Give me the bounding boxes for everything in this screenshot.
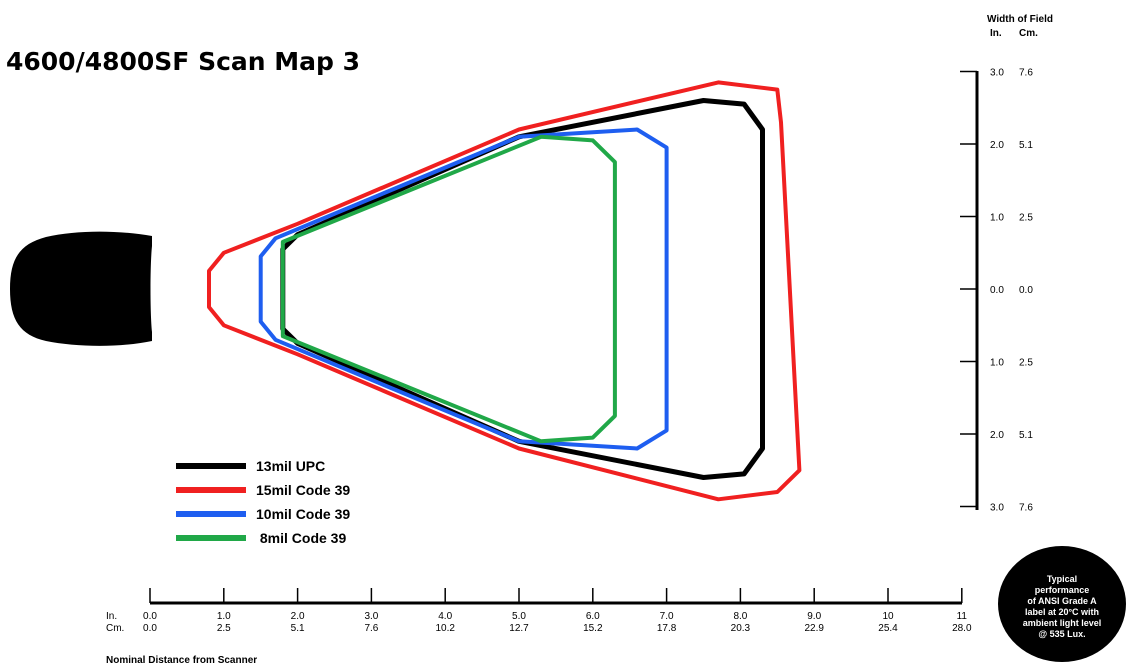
bottom-axis-tick-label-cm: 12.7 — [509, 623, 529, 634]
scan-zone-13mil-upc — [280, 98, 765, 480]
bottom-axis-tick-label-in: 0.0 — [143, 611, 157, 622]
bottom-axis-unit-cm: Cm. — [106, 623, 124, 634]
bottom-axis-title: Nominal Distance from Scanner — [106, 655, 257, 666]
bottom-axis-tick-label-cm: 28.0 — [952, 623, 972, 634]
bottom-axis-tick-label-in: 9.0 — [807, 611, 821, 622]
right-axis-tick-label-in: 3.0 — [990, 503, 1004, 514]
right-axis-tick-label-cm: 7.6 — [1019, 503, 1033, 514]
bottom-axis-tick-label-cm: 17.8 — [657, 623, 677, 634]
note-line: ambient light level — [1023, 618, 1102, 628]
legend-label: 13mil UPC — [256, 458, 325, 474]
scan-zone-10mil-code-39 — [258, 127, 669, 451]
bottom-axis: In. Cm. 0.00.0 1.02.5 2.05.1 3.07.6 4.010.2 5… — [106, 588, 972, 666]
bottom-axis-tick-label-cm: 2.5 — [217, 623, 231, 634]
legend-label: 10mil Code 39 — [256, 506, 350, 522]
note-line: of ANSI Grade A — [1027, 596, 1097, 606]
bottom-axis-tick-label-in: 8.0 — [733, 611, 747, 622]
note-line: label at 20°C with — [1025, 607, 1099, 617]
bottom-axis-tick-label-cm: 25.4 — [878, 623, 898, 634]
right-axis-tick-label-cm: 5.1 — [1019, 140, 1033, 151]
bottom-axis-tick-label-cm: 20.3 — [731, 623, 751, 634]
note-line: performance — [1035, 585, 1090, 595]
right-axis-tick-label-cm: 5.1 — [1019, 430, 1033, 441]
right-axis-tick-label-in: 2.0 — [990, 430, 1004, 441]
bottom-axis-tick-label-in: 4.0 — [438, 611, 452, 622]
bottom-axis-tick-label-in: 1.0 — [217, 611, 231, 622]
right-axis-unit-cm: Cm. — [1019, 28, 1038, 39]
scan-zone-15mil-code-39 — [207, 80, 802, 502]
right-axis-tick-label-in: 1.0 — [990, 213, 1004, 224]
chart-title: 4600/4800SF Scan Map 3 — [6, 47, 360, 76]
bottom-axis-tick-label-cm: 7.6 — [364, 623, 378, 634]
legend-label: 15mil Code 39 — [256, 482, 350, 498]
bottom-axis-tick-label-cm: 15.2 — [583, 623, 603, 634]
bottom-axis-tick-label-cm: 0.0 — [143, 623, 157, 634]
scanner-silhouette-icon — [10, 231, 152, 346]
right-axis-title: Width of Field — [987, 14, 1053, 25]
right-axis: Width of Field In. Cm. 3.0 7.6 2.0 5.1 1.0 2.… — [960, 14, 1053, 514]
bottom-axis-unit-in: In. — [106, 611, 117, 622]
right-axis-unit-in: In. — [990, 28, 1002, 39]
right-axis-tick-label-cm: 0.0 — [1019, 285, 1033, 296]
bottom-axis-tick-label-in: 7.0 — [660, 611, 674, 622]
note-line: @ 535 Lux. — [1038, 629, 1085, 639]
right-axis-tick-label-in: 1.0 — [990, 358, 1004, 369]
bottom-axis-tick-label-in: 5.0 — [512, 611, 526, 622]
bottom-axis-tick-label-cm: 5.1 — [291, 623, 305, 634]
note-line: Typical — [1047, 574, 1077, 584]
legend: 13mil UPC 15mil Code 39 10mil Code 39 8mil… — [176, 458, 350, 546]
right-axis-tick-label-cm: 7.6 — [1019, 68, 1033, 79]
scan-zones — [207, 80, 802, 502]
bottom-axis-tick-label-cm: 10.2 — [435, 623, 455, 634]
right-axis-tick-label-in: 2.0 — [990, 140, 1004, 151]
right-axis-tick-label-in: 0.0 — [990, 285, 1004, 296]
bottom-axis-tick-label-cm: 22.9 — [804, 623, 824, 634]
scan-zone-8mil-code-39 — [280, 134, 617, 444]
right-axis-tick-label-cm: 2.5 — [1019, 213, 1033, 224]
bottom-axis-tick-label-in: 11 — [957, 611, 968, 622]
bottom-axis-tick-label-in: 2.0 — [291, 611, 305, 622]
right-axis-tick-label-in: 3.0 — [990, 68, 1004, 79]
bottom-axis-tick-label-in: 3.0 — [364, 611, 378, 622]
bottom-axis-tick-label-in: 6.0 — [586, 611, 600, 622]
right-axis-tick-label-cm: 2.5 — [1019, 358, 1033, 369]
bottom-axis-tick-label-in: 10 — [882, 611, 894, 622]
legend-label: 8mil Code 39 — [256, 530, 346, 546]
